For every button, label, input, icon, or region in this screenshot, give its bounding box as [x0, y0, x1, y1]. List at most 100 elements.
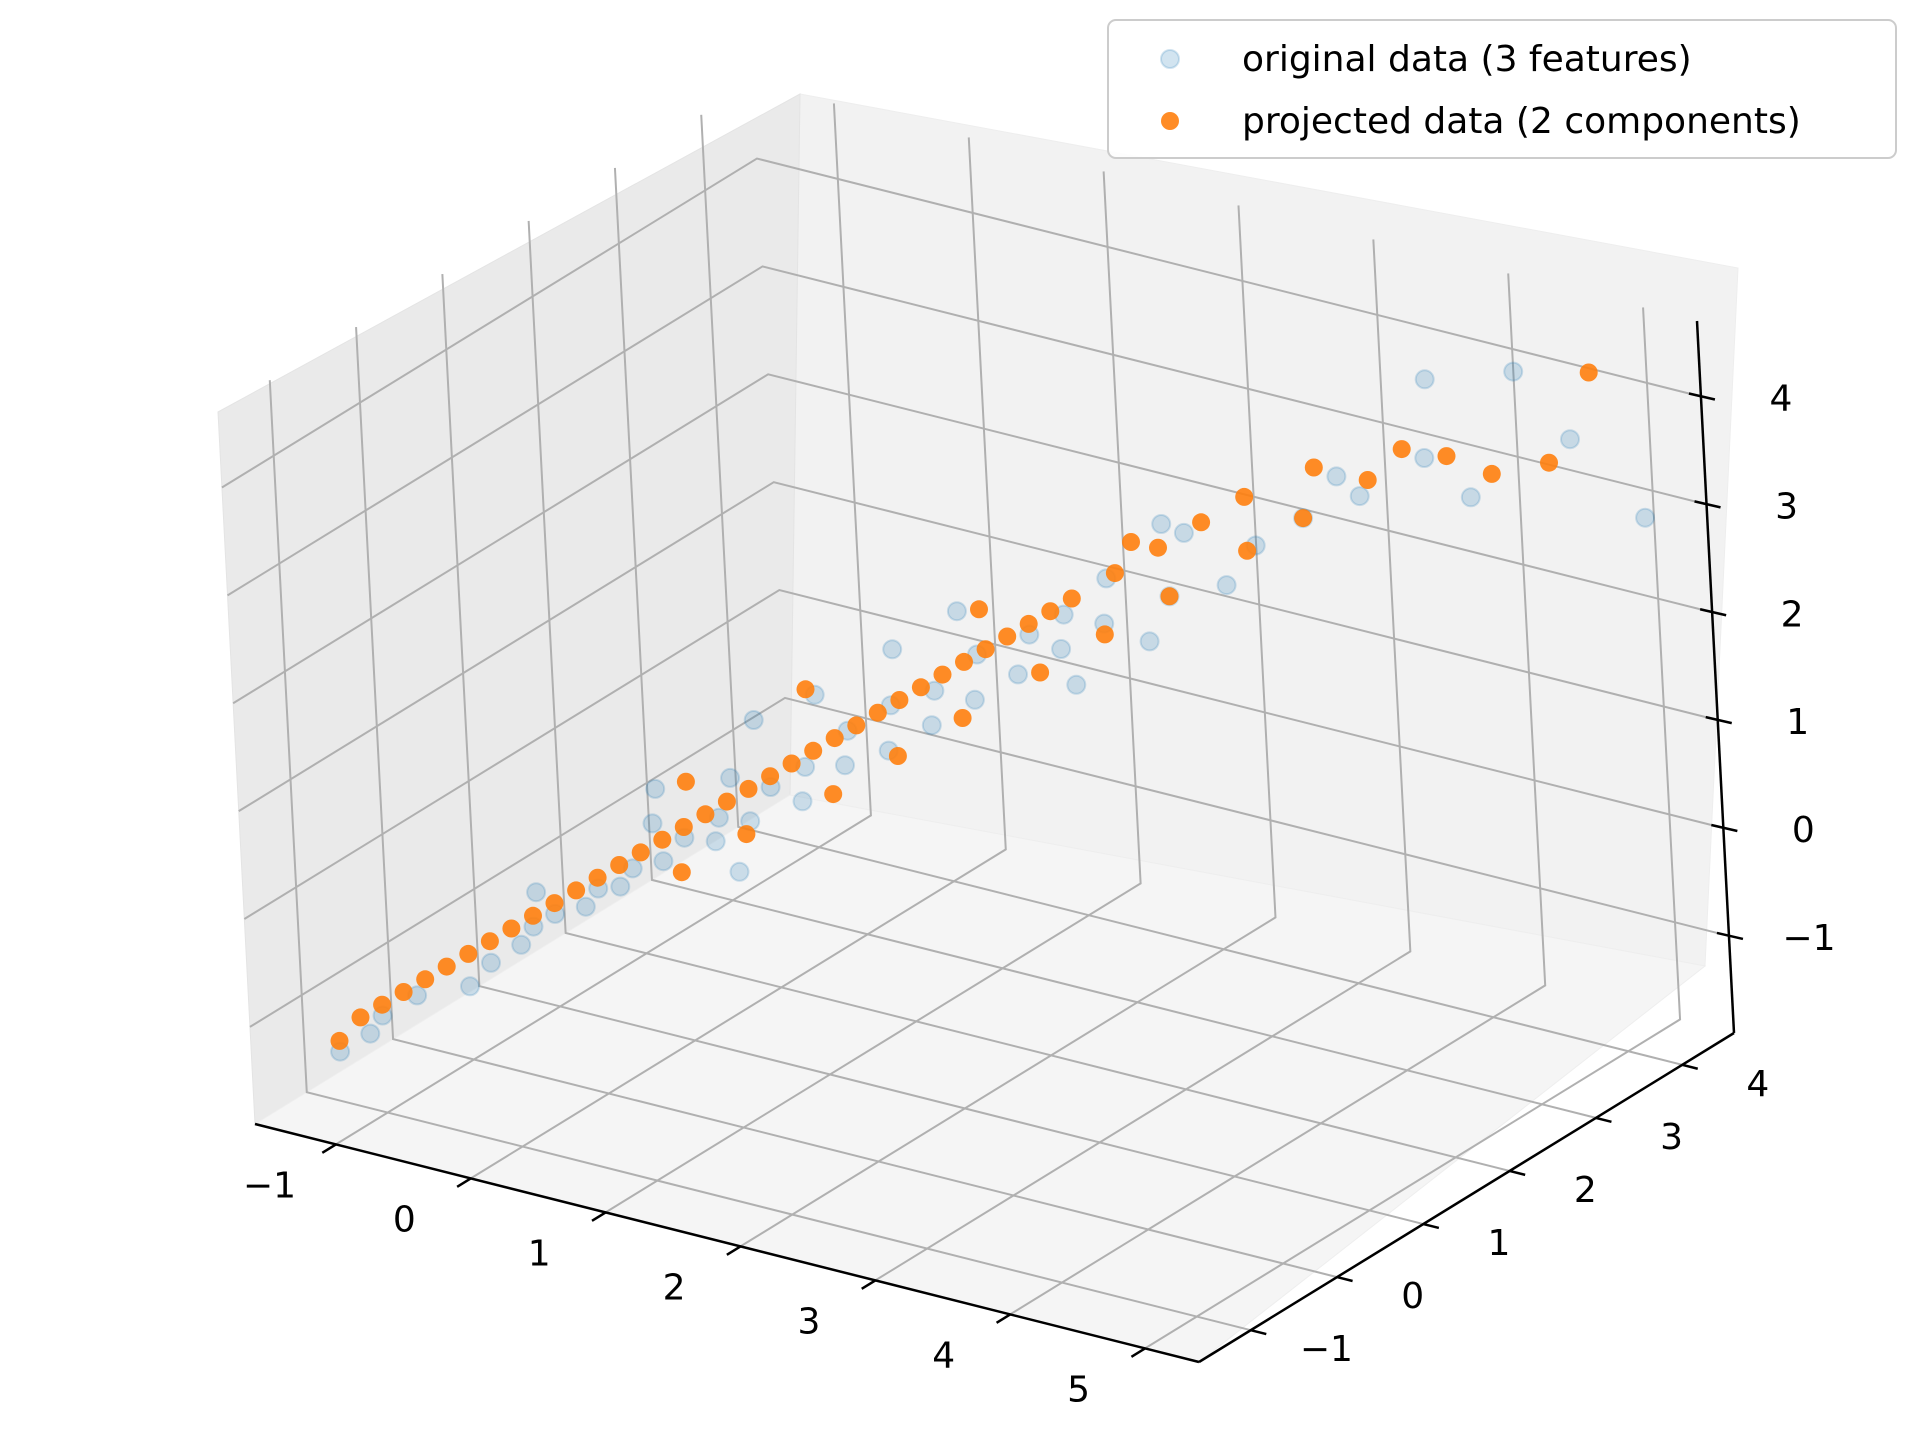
projected-data-point: [672, 863, 691, 882]
original-data-point: [835, 755, 855, 776]
gridline-y: [527, 220, 1510, 1172]
z-tick-mark: [1688, 392, 1716, 401]
x-tick-mark: [456, 1177, 472, 1188]
y-tick-label: 2: [1574, 1170, 1597, 1211]
projected-data-point: [933, 665, 952, 684]
gridline-y: [355, 327, 1338, 1279]
tick-marks: [321, 392, 1744, 1358]
gridline-z: [232, 373, 1713, 705]
gridline-x: [470, 137, 1007, 1180]
original-data-point: [743, 710, 764, 730]
original-data-point: [1216, 575, 1237, 596]
original-data-point: [1414, 369, 1435, 390]
y-tick-mark: [1336, 1275, 1353, 1283]
original-data-point: [946, 601, 967, 622]
original-data-point: [882, 639, 903, 660]
original-data-point: [1051, 639, 1072, 659]
projected-data-point: [1062, 589, 1081, 608]
x-tick-label: −1: [243, 1165, 296, 1206]
original-data-point: [653, 851, 674, 872]
projected-data-point: [847, 716, 866, 735]
projected-data-point: [1031, 663, 1050, 682]
projected-data-point: [567, 881, 586, 900]
gridline-z: [221, 157, 1702, 489]
original-data-point: [792, 791, 813, 812]
original-data-point: [511, 934, 532, 955]
legend-marker-original: [1160, 49, 1180, 69]
projected-data-point: [1540, 453, 1558, 472]
x-axis-line: [254, 1122, 1200, 1364]
projected-data-point: [1294, 509, 1313, 528]
projected-data-point: [631, 843, 650, 862]
original-data-point: [575, 896, 596, 917]
gridline-x: [739, 205, 1277, 1248]
legend-box: [1107, 19, 1897, 159]
z-tick-mark: [1694, 500, 1721, 509]
projected-data-point: [1358, 471, 1377, 489]
projected-data-point: [676, 772, 695, 791]
y-tick-mark: [1595, 1116, 1612, 1124]
projected-data-point: [610, 856, 629, 874]
projected-data-point: [796, 680, 815, 699]
x-tick-label: 0: [393, 1199, 416, 1240]
projected-data-point: [524, 906, 542, 925]
z-tick-label: 4: [1769, 379, 1792, 420]
projected-data-point: [696, 805, 715, 824]
original-data-point: [1460, 487, 1481, 508]
original-data-point: [1635, 507, 1656, 528]
original-data-point: [481, 952, 501, 973]
gridline-x: [1009, 273, 1547, 1316]
projected-data-point: [1192, 513, 1211, 532]
gridline-y: [613, 167, 1597, 1119]
axis-lines: [254, 320, 1736, 1364]
projected-data-point: [437, 957, 456, 976]
original-data-point: [720, 767, 741, 788]
z-tick-mark: [1699, 608, 1727, 617]
projected-data-point: [911, 678, 930, 697]
z-tick-label: 3: [1775, 486, 1798, 527]
gridline-x: [335, 103, 872, 1146]
x-tick-label: 2: [663, 1267, 686, 1308]
projected-data-point: [868, 703, 887, 722]
x-tick-mark: [591, 1211, 607, 1222]
y-tick-mark: [1423, 1222, 1440, 1230]
original-data-point: [1066, 674, 1087, 695]
y-tick-label: 3: [1660, 1117, 1683, 1158]
gridline-y: [700, 114, 1683, 1066]
z-tick-label: 2: [1781, 594, 1804, 635]
original-data-point: [1414, 448, 1435, 468]
gridline-z: [238, 481, 1718, 813]
original-data-point: [460, 976, 480, 997]
projected-data-point: [761, 767, 780, 786]
projected-data-point: [1122, 533, 1140, 551]
original-data-point: [1503, 361, 1524, 382]
projected-data-point: [588, 868, 607, 887]
projected-data-point: [394, 983, 413, 1001]
projected-data-point: [1238, 541, 1257, 560]
z-tick-mark: [1705, 715, 1733, 725]
axis-panes: [217, 93, 1739, 1363]
projected-data-point: [545, 894, 564, 913]
projected-data-point: [1095, 625, 1114, 644]
legend-label-original: original data (3 features): [1242, 39, 1692, 80]
x-tick-mark: [1130, 1347, 1146, 1358]
projected-data-point: [717, 792, 736, 811]
original-data-point: [360, 1023, 381, 1044]
original-data-point: [1326, 466, 1347, 487]
x-tick-mark: [861, 1279, 876, 1290]
y-tick-mark: [1509, 1169, 1526, 1177]
x-tick-label: 5: [1067, 1369, 1090, 1410]
z-axis-line: [1695, 320, 1736, 1034]
gridline-z: [243, 588, 1724, 920]
x-tick-mark: [321, 1143, 337, 1154]
projected-data-point: [351, 1008, 370, 1027]
projected-data-point: [416, 970, 435, 989]
projected-data-point: [480, 932, 499, 951]
original-data-point: [610, 876, 631, 897]
projected-data-point: [737, 825, 756, 844]
projected-data-point: [1392, 440, 1411, 459]
data-points: [330, 361, 1656, 1062]
legend-label-projected: projected data (2 components): [1242, 101, 1801, 142]
projected-data-point: [998, 627, 1017, 646]
gridline-x: [1144, 307, 1682, 1350]
